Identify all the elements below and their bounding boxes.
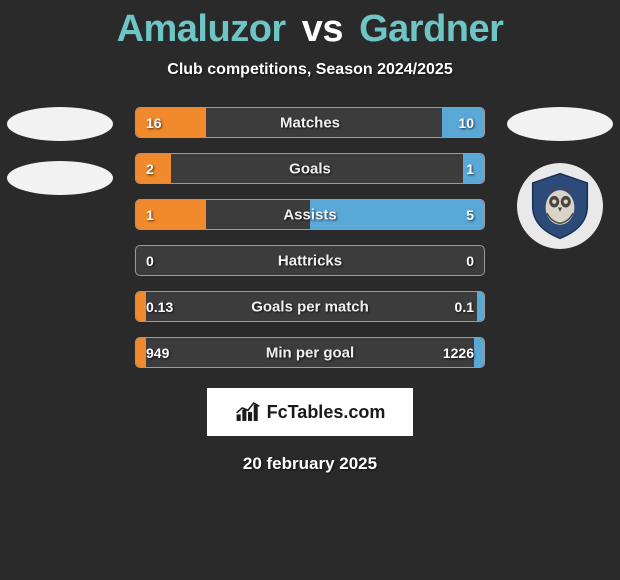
stat-right-value: 0.1	[455, 299, 474, 315]
content-area: 16 10 Matches 2 1 Goals 1 5 Assists 0 0 Hattricks 0.…	[0, 107, 620, 368]
brand-badge: FcTables.com	[207, 388, 413, 436]
player1-avatar-placeholder	[7, 107, 113, 141]
right-player-column	[500, 107, 620, 249]
stat-bar-left-fill	[136, 292, 146, 321]
stat-bar: 16 10 Matches	[135, 107, 485, 138]
stat-label: Goals per match	[251, 298, 369, 315]
stat-bar: 0.13 0.1 Goals per match	[135, 291, 485, 322]
stat-left-value: 2	[146, 161, 154, 177]
vs-separator: vs	[302, 8, 343, 50]
stat-label: Hattricks	[278, 252, 342, 269]
comparison-title: Amaluzor vs Gardner	[0, 0, 620, 51]
stat-bar-right-fill	[477, 292, 484, 321]
stat-left-value: 16	[146, 115, 162, 131]
left-player-column	[0, 107, 120, 195]
stat-label: Min per goal	[266, 344, 354, 361]
player2-club-crest	[517, 163, 603, 249]
snapshot-date: 20 february 2025	[0, 454, 620, 474]
brand-chart-icon	[235, 401, 261, 423]
stat-bar-left-fill	[136, 338, 146, 367]
club-crest-icon	[524, 170, 596, 242]
stat-bars-container: 16 10 Matches 2 1 Goals 1 5 Assists 0 0 Hattricks 0.…	[135, 107, 485, 368]
stat-right-value: 5	[466, 207, 474, 223]
stat-bar: 1 5 Assists	[135, 199, 485, 230]
player1-club-placeholder	[7, 161, 113, 195]
stat-right-value: 1226	[443, 345, 474, 361]
stat-left-value: 949	[146, 345, 169, 361]
stat-bar: 2 1 Goals	[135, 153, 485, 184]
stat-right-value: 1	[466, 161, 474, 177]
stat-right-value: 0	[466, 253, 474, 269]
stat-label: Assists	[283, 206, 336, 223]
stat-right-value: 10	[458, 115, 474, 131]
player2-avatar-placeholder	[507, 107, 613, 141]
stat-label: Matches	[280, 114, 340, 131]
stat-left-value: 0.13	[146, 299, 173, 315]
stat-left-value: 0	[146, 253, 154, 269]
stat-left-value: 1	[146, 207, 154, 223]
stat-label: Goals	[289, 160, 331, 177]
player2-name: Gardner	[359, 8, 503, 50]
stat-bar: 0 0 Hattricks	[135, 245, 485, 276]
stat-bar-right-fill	[474, 338, 484, 367]
subtitle: Club competitions, Season 2024/2025	[0, 61, 620, 79]
stat-bar: 949 1226 Min per goal	[135, 337, 485, 368]
brand-text: FcTables.com	[267, 402, 386, 423]
player1-name: Amaluzor	[117, 8, 286, 50]
